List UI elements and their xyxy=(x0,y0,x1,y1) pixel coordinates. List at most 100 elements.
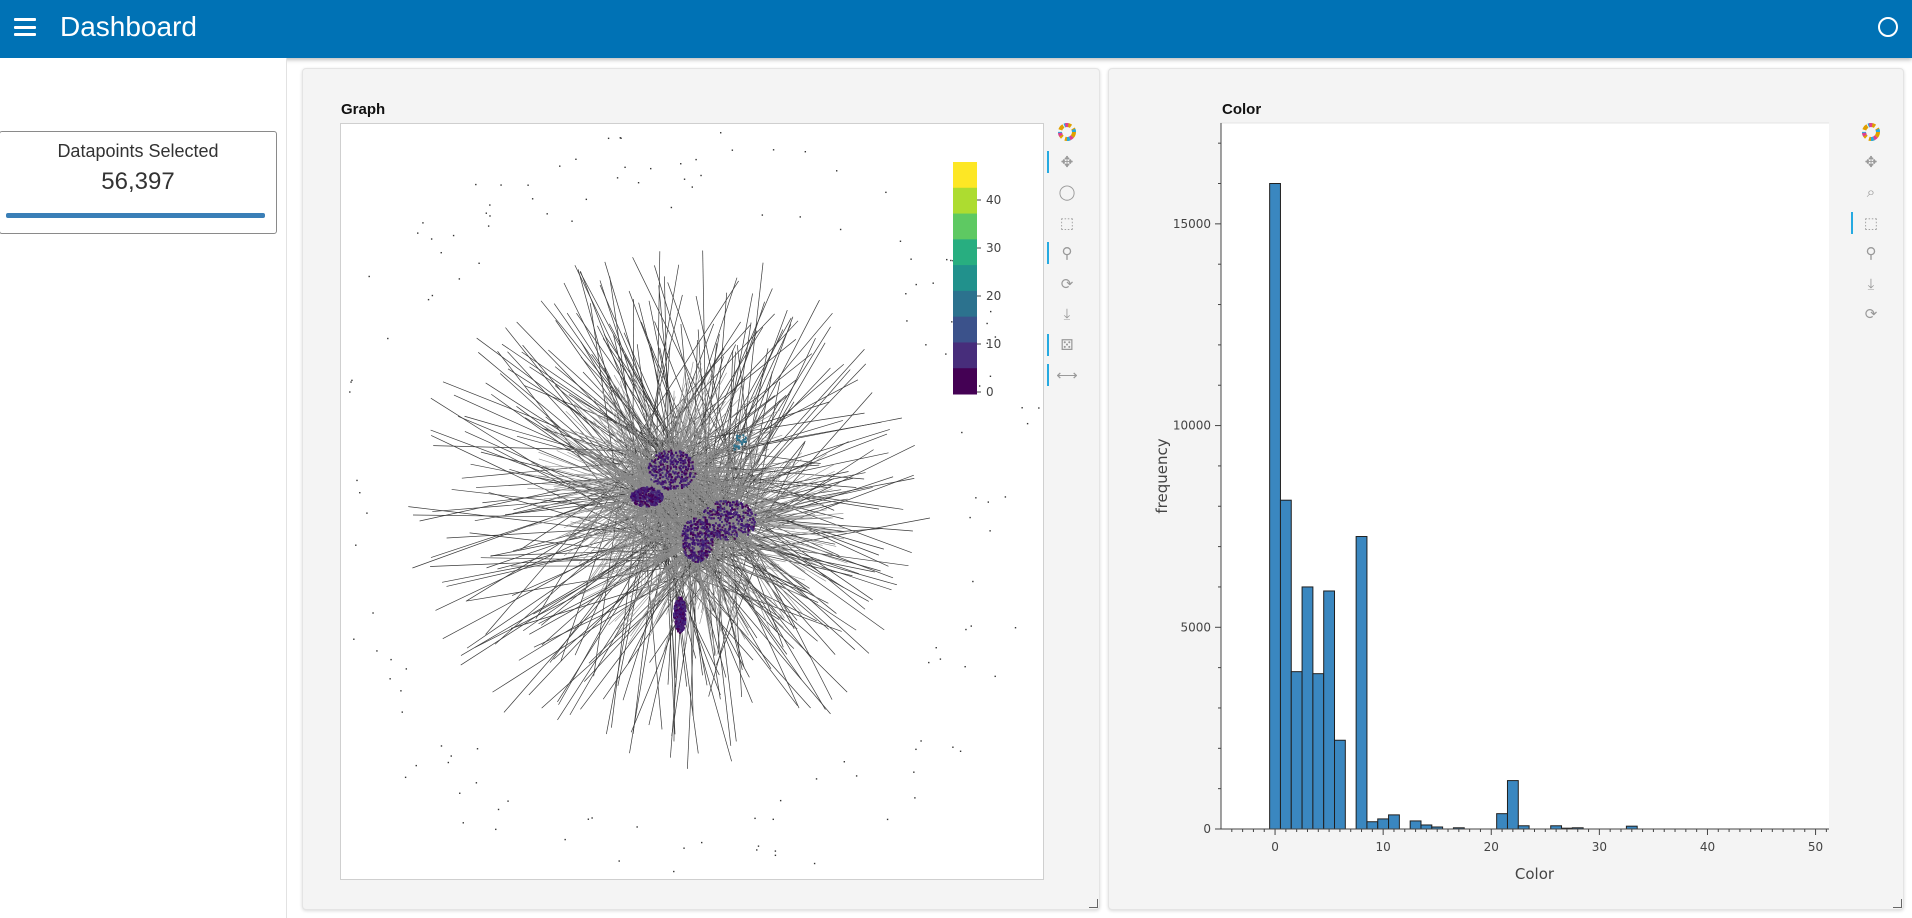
histogram-bar[interactable] xyxy=(1496,813,1508,830)
node-point xyxy=(735,535,738,538)
node-point xyxy=(682,542,685,545)
node-point xyxy=(682,623,685,626)
histogram-bar[interactable] xyxy=(1506,780,1519,830)
node-point xyxy=(1004,496,1007,498)
node-point xyxy=(683,478,686,481)
node-point xyxy=(677,599,680,602)
histogram-bar[interactable] xyxy=(1334,739,1346,830)
graph-edge xyxy=(725,513,844,523)
node-point xyxy=(658,453,661,456)
resize-handle-icon[interactable] xyxy=(1893,899,1902,908)
histogram-chart[interactable]: 0 10 20 30 40 50 0 5000 10000 15000 Color frequency xyxy=(1109,69,1829,899)
histogram-bar[interactable] xyxy=(1388,814,1400,830)
node-point xyxy=(733,537,736,540)
graph-canvas[interactable] xyxy=(341,124,1043,879)
node-point xyxy=(654,466,657,469)
node-point xyxy=(640,504,643,507)
node-point xyxy=(735,518,738,521)
graph-edge xyxy=(533,542,756,648)
node-point xyxy=(677,622,680,625)
node-point xyxy=(737,514,740,517)
node-point xyxy=(680,453,683,456)
histogram-bar[interactable] xyxy=(1312,673,1325,830)
node-point xyxy=(742,525,745,528)
histogram-bar[interactable] xyxy=(1409,820,1422,830)
node-point xyxy=(679,455,682,458)
node-point xyxy=(475,183,477,186)
bokeh-logo-icon[interactable] xyxy=(1861,121,1881,143)
tap-hover-icon[interactable]: ⚲ xyxy=(1865,245,1877,262)
node-point xyxy=(719,509,722,512)
inspect-icon[interactable]: ⚄ xyxy=(1047,334,1077,356)
histogram-bar[interactable] xyxy=(1279,499,1292,830)
tap-hover-icon[interactable]: ⚲ xyxy=(1047,242,1077,264)
node-point xyxy=(652,489,655,492)
node-point xyxy=(667,470,670,473)
node-point xyxy=(415,764,417,767)
box-select-icon[interactable]: ⬚ xyxy=(1059,215,1075,232)
pan-icon[interactable]: ✥ xyxy=(1047,151,1077,173)
node-point xyxy=(737,522,740,525)
node-point xyxy=(681,603,684,606)
node-point xyxy=(724,528,727,531)
box-select-icon[interactable]: ⬚ xyxy=(1851,212,1881,234)
zoom-box-icon[interactable]: ⌕ xyxy=(1866,183,1876,201)
node-point xyxy=(743,530,746,533)
node-point xyxy=(676,611,679,614)
node-point xyxy=(654,474,657,477)
node-point xyxy=(440,251,442,254)
node-point xyxy=(961,431,963,434)
node-point xyxy=(741,505,744,508)
node-point xyxy=(682,617,685,620)
histogram-bar[interactable] xyxy=(1355,536,1368,830)
node-point xyxy=(689,530,692,533)
node-point xyxy=(682,602,685,605)
node-point xyxy=(671,479,674,482)
histogram-bar[interactable] xyxy=(1366,821,1379,830)
graph-edge xyxy=(557,471,672,500)
node-point xyxy=(683,547,686,550)
node-point xyxy=(682,465,685,468)
node-point xyxy=(400,690,402,692)
histogram-bar[interactable] xyxy=(1301,586,1314,830)
bokeh-logo-icon[interactable] xyxy=(1057,121,1077,143)
node-point xyxy=(681,532,684,535)
histogram-bar[interactable] xyxy=(1420,824,1433,830)
hamburger-icon[interactable] xyxy=(14,18,36,38)
node-point xyxy=(691,538,694,541)
node-point xyxy=(725,536,728,539)
node-point xyxy=(678,603,681,606)
node-point xyxy=(711,513,714,516)
node-point xyxy=(692,540,695,543)
histogram-bar[interactable] xyxy=(1377,818,1390,830)
node-point xyxy=(738,514,741,517)
node-point xyxy=(678,458,681,461)
graph-edge xyxy=(613,374,672,473)
reset-icon[interactable]: ⟳ xyxy=(1864,306,1878,323)
graph-edge xyxy=(624,543,694,564)
node-point xyxy=(690,525,693,528)
zoom-x-icon[interactable]: ⟷ xyxy=(1047,364,1078,386)
histogram-bar[interactable] xyxy=(1269,183,1281,830)
graph-plot[interactable]: 0 10 20 30 40 xyxy=(340,123,1044,880)
node-point xyxy=(710,548,713,551)
node-point xyxy=(708,534,711,537)
resize-handle-icon[interactable] xyxy=(1089,899,1098,908)
node-point xyxy=(721,507,724,510)
save-icon[interactable]: ⤓ xyxy=(1063,305,1071,323)
node-point xyxy=(715,529,718,532)
histogram-bar[interactable] xyxy=(1323,590,1336,830)
node-point xyxy=(630,495,633,498)
node-point xyxy=(686,455,689,458)
reset-icon[interactable]: ⟳ xyxy=(1060,276,1074,293)
histogram-bar[interactable] xyxy=(1290,671,1303,830)
lasso-select-icon[interactable]: ◯ xyxy=(1058,184,1076,201)
theme-toggle-icon[interactable] xyxy=(1878,17,1898,37)
graph-edge xyxy=(529,366,650,446)
pan-icon[interactable]: ✥ xyxy=(1864,154,1878,171)
colorbar-swatch xyxy=(953,290,977,318)
node-point xyxy=(713,531,716,534)
node-point xyxy=(700,543,703,546)
graph-edge xyxy=(556,450,652,495)
save-icon[interactable]: ⤓ xyxy=(1867,275,1875,293)
